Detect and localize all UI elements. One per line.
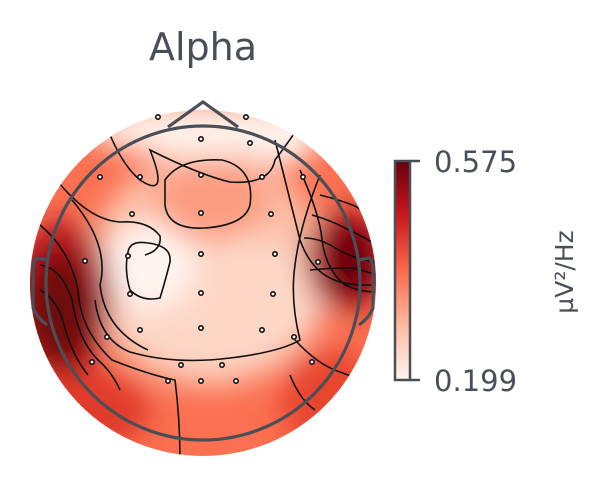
sensor-marker [308, 358, 315, 365]
sensor-marker [198, 324, 205, 331]
sensor-markers [82, 114, 321, 384]
sensor-marker [178, 361, 185, 368]
sensor-marker [290, 333, 297, 340]
topomap [30, 100, 376, 456]
sensor-marker [299, 174, 306, 181]
sensor-marker [125, 253, 132, 260]
head-outline [31, 100, 375, 442]
sensor-marker [198, 251, 205, 258]
sensor-marker [314, 258, 321, 265]
colorbar-min-label: 0.199 [434, 364, 517, 398]
right-ear-outline [358, 256, 375, 327]
sensor-marker [137, 326, 144, 333]
chart-title: Alpha [149, 25, 257, 69]
colorbar-max-label: 0.575 [434, 145, 517, 179]
sensor-marker [82, 257, 89, 264]
sensor-marker [243, 114, 250, 121]
sensor-marker [104, 333, 111, 340]
sensor-marker [198, 377, 205, 384]
sensor-marker [165, 377, 172, 384]
sensor-marker [198, 136, 205, 143]
sensor-marker [155, 114, 162, 121]
sensor-marker [97, 174, 104, 181]
sensor-marker [233, 377, 240, 384]
sensor-marker [269, 290, 276, 297]
nose-outline [167, 100, 239, 129]
colorbar-unit-label: µV²/Hz [550, 230, 579, 313]
colorbar: 0.575 0.199 µV²/Hz [393, 145, 579, 398]
sensor-marker [137, 174, 144, 181]
colorbar-gradient [395, 161, 410, 380]
sensor-marker [271, 251, 278, 258]
head-circle [44, 124, 362, 442]
sensor-marker [198, 289, 205, 296]
sensor-marker [127, 290, 134, 297]
sensor-marker [129, 211, 136, 218]
sensor-marker [258, 174, 265, 181]
colorbar-frame [393, 159, 412, 382]
sensor-marker [198, 210, 205, 217]
sensor-marker [258, 326, 265, 333]
sensor-marker [247, 140, 254, 147]
sensor-marker [89, 358, 96, 365]
sensor-marker [267, 211, 274, 218]
sensor-marker [219, 361, 226, 368]
sensor-marker [198, 172, 205, 179]
left-ear-outline [31, 256, 48, 327]
